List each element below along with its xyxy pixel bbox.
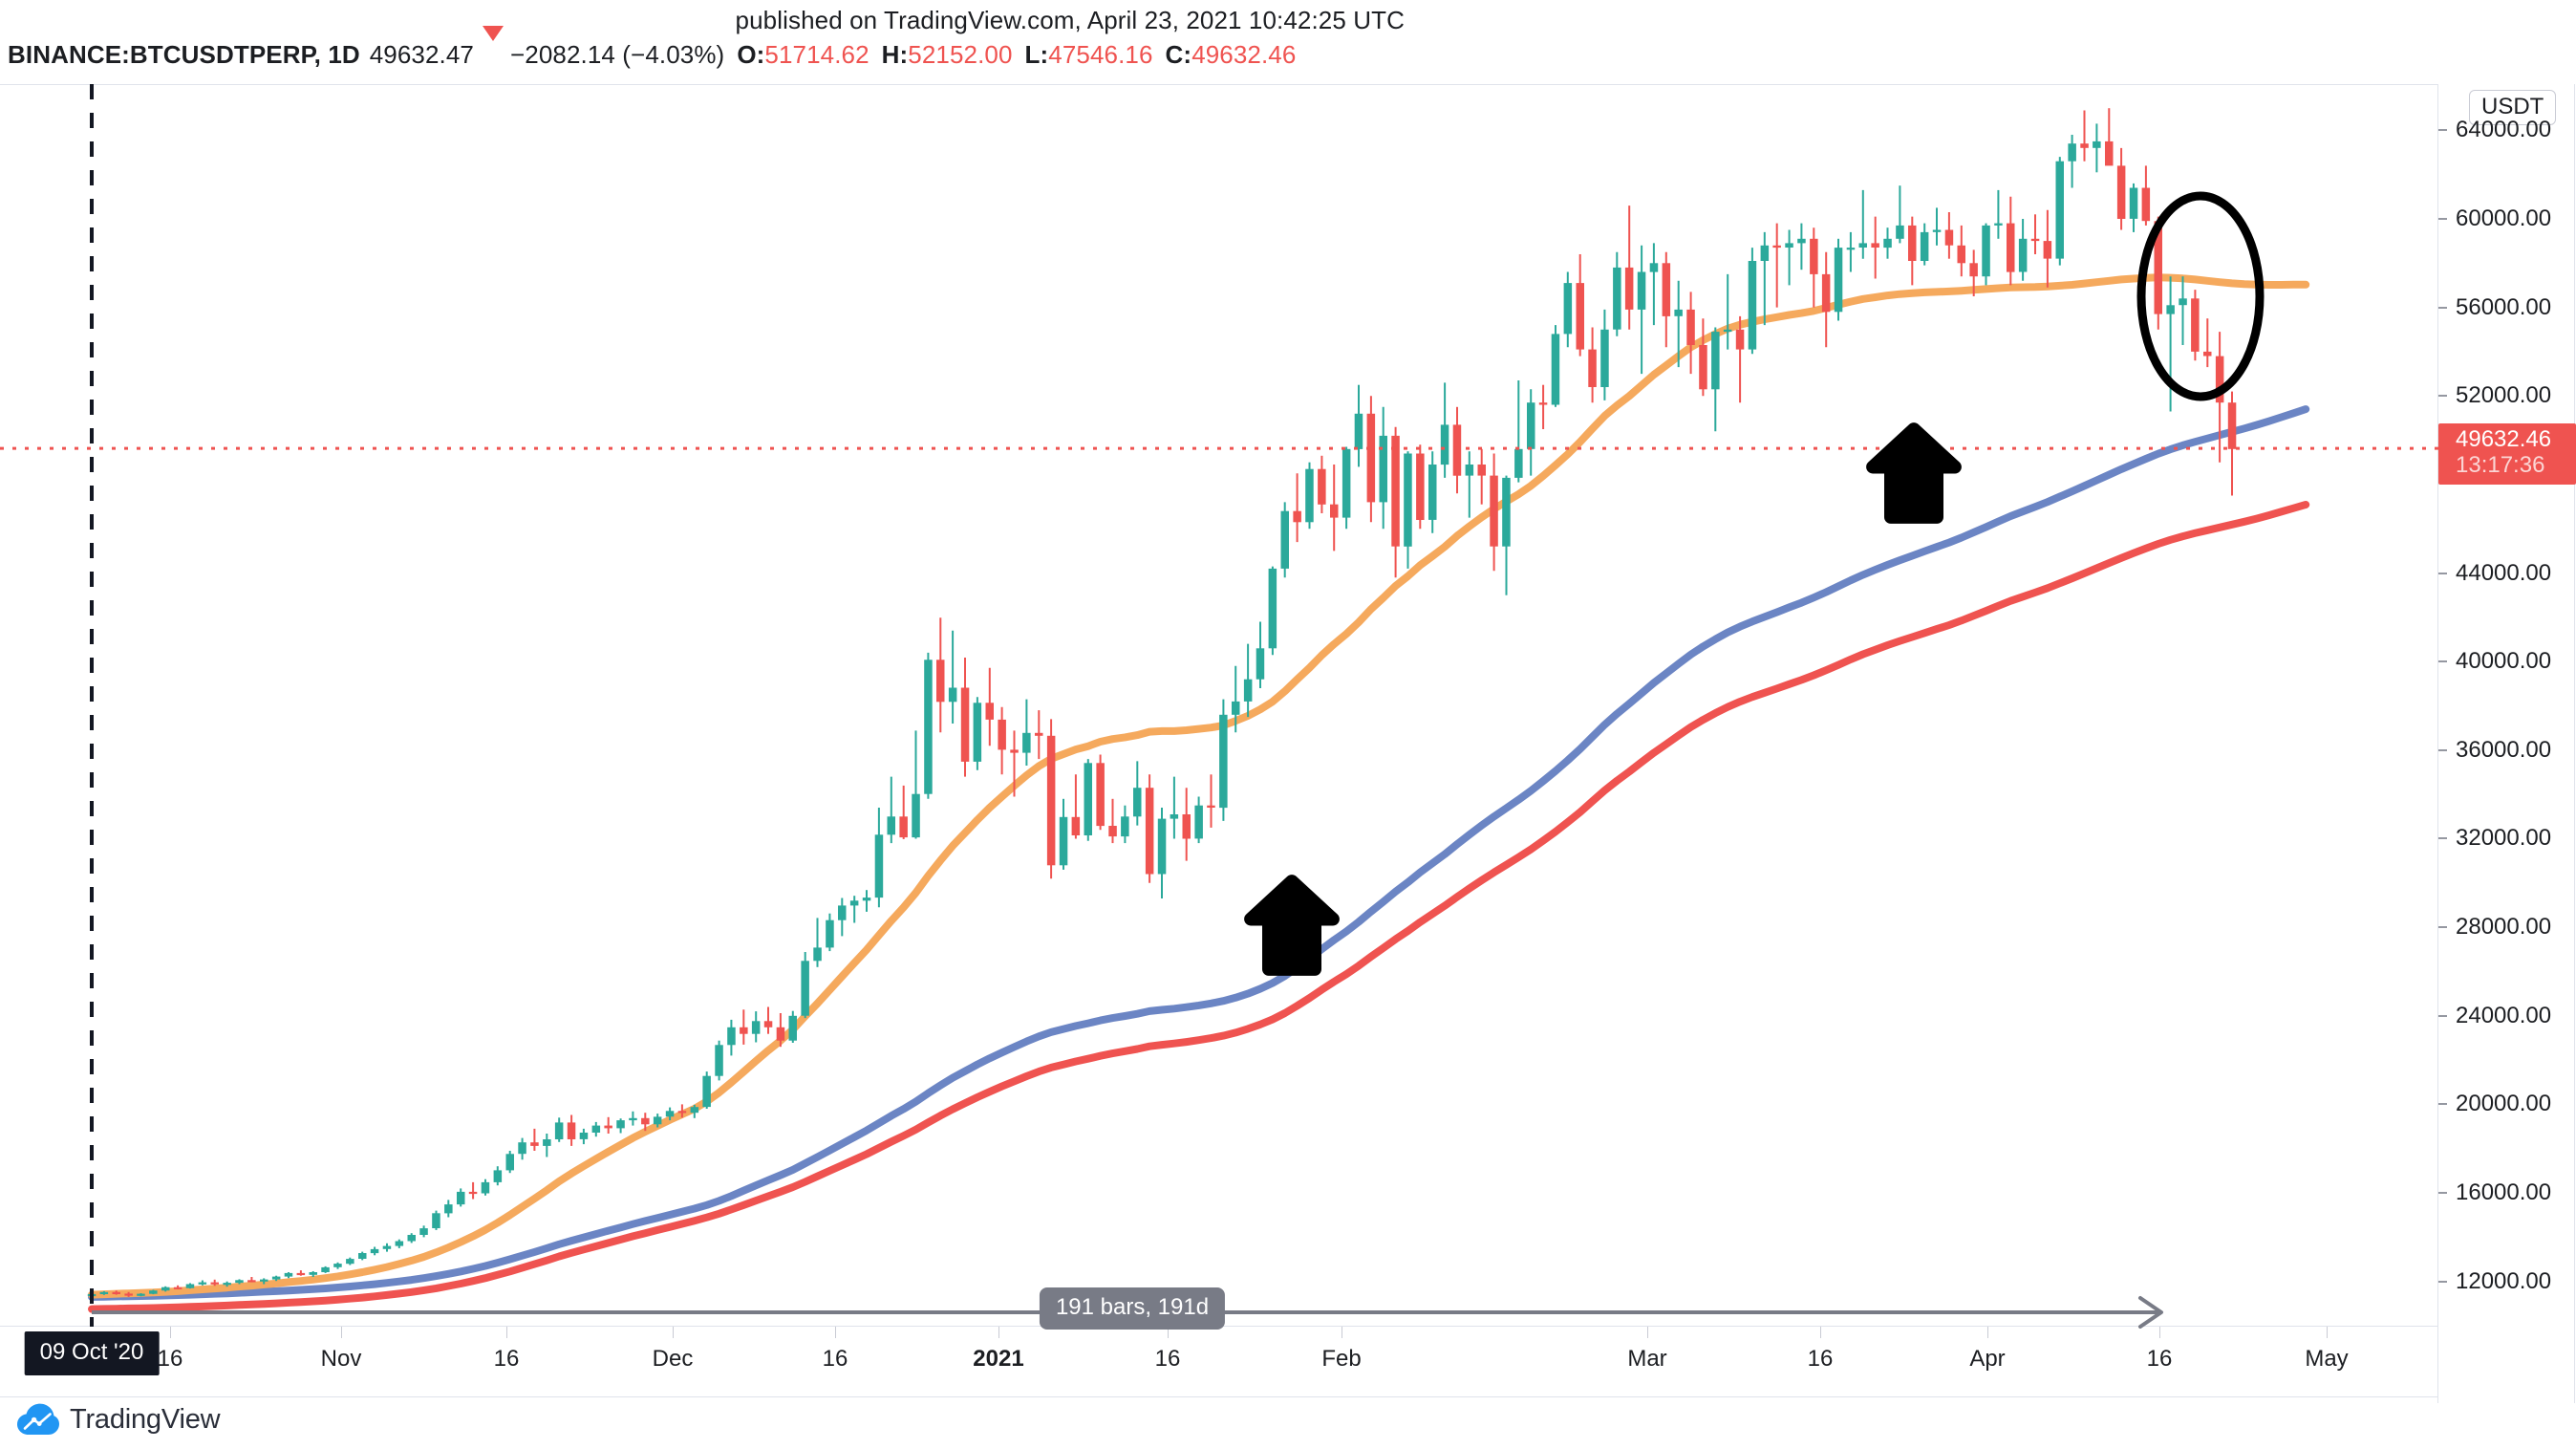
up-arrow-icon-2 — [1866, 422, 1962, 524]
price-axis-label: 28000.00 — [2456, 914, 2552, 941]
up-arrow-icon-1 — [1244, 875, 1340, 976]
price-axis-label: 32000.00 — [2456, 825, 2552, 852]
price-axis-label: 24000.00 — [2456, 1002, 2552, 1028]
time-axis-label: Dec — [652, 1346, 694, 1372]
price-axis-tick — [2438, 1014, 2447, 1017]
candlestick-series[interactable] — [87, 108, 2237, 1298]
time-axis[interactable]: 16 Nov 16 Dec 16 2021 16 Feb Mar 16 Apr 16 May 09 Oct… — [0, 1327, 2438, 1397]
time-axis-tick — [1987, 1327, 1988, 1338]
time-axis-tick — [2159, 1327, 2160, 1338]
price-axis-tick — [2438, 572, 2447, 574]
time-axis-label: Apr — [1969, 1346, 2006, 1372]
currency-chip: USDT — [2469, 90, 2557, 125]
high-key: H: — [881, 40, 909, 69]
time-axis-label: 16 — [157, 1346, 183, 1372]
time-axis-label: 16 — [822, 1346, 848, 1372]
price-axis-tick — [2438, 129, 2447, 132]
open-value: 51714.62 — [764, 40, 869, 69]
change-value: −2082.14 (−4.03%) — [510, 40, 725, 69]
plot-top-border — [0, 84, 2438, 85]
price-axis-label: 60000.00 — [2456, 205, 2552, 231]
time-axis-tick — [673, 1327, 674, 1338]
ticker-legend: BINANCE:BTCUSDTPERP, 1D 49632.47 −2082.14 … — [8, 26, 1297, 71]
time-axis-bottom-border — [0, 1396, 2438, 1397]
chart-plot-area[interactable] — [0, 84, 2576, 1403]
price-axis-label: 12000.00 — [2456, 1267, 2552, 1294]
current-price-badge[interactable]: 49632.46 13:17:36 — [2438, 423, 2576, 485]
close-value: 49632.46 — [1191, 40, 1297, 69]
price-axis-tick — [2438, 660, 2447, 663]
start-date-chip[interactable]: 09 Oct '20 — [24, 1331, 160, 1375]
open-key: O: — [737, 40, 765, 69]
time-axis-tick — [1647, 1327, 1648, 1338]
low-key: L: — [1024, 40, 1049, 69]
price-axis-label: 40000.00 — [2456, 648, 2552, 675]
price-axis-label: 44000.00 — [2456, 559, 2552, 586]
measure-tooltip: 191 bars, 191d — [1039, 1287, 1226, 1330]
price-axis-label: 64000.00 — [2456, 117, 2552, 143]
triangle-down-icon — [483, 26, 504, 70]
symbol-label[interactable]: BINANCE:BTCUSDTPERP, 1D — [8, 40, 360, 69]
time-axis-tick — [835, 1327, 836, 1338]
time-axis-label: 2021 — [973, 1346, 1024, 1372]
time-axis-label: 16 — [1154, 1346, 1181, 1372]
footer-brand-label: TradingView — [70, 1403, 221, 1435]
price-axis-label: 16000.00 — [2456, 1179, 2552, 1206]
time-axis-tick — [170, 1327, 171, 1338]
time-axis-tick — [1168, 1327, 1169, 1338]
price-axis-tick — [2438, 926, 2447, 929]
time-axis-tick — [998, 1327, 999, 1338]
time-axis-label: Nov — [320, 1346, 362, 1372]
time-axis-label: 16 — [2146, 1346, 2173, 1372]
candlestick-canvas[interactable] — [0, 84, 2438, 1346]
time-axis-tick — [1820, 1327, 1821, 1338]
tradingview-cloud-logo-icon — [17, 1403, 59, 1435]
low-value: 47546.16 — [1048, 40, 1153, 69]
close-key: C: — [1165, 40, 1192, 69]
time-axis-label: 16 — [493, 1346, 520, 1372]
price-axis-label: 56000.00 — [2456, 293, 2552, 320]
price-axis-tick — [2438, 748, 2447, 751]
price-axis-label: 36000.00 — [2456, 736, 2552, 763]
price-axis-tick — [2438, 217, 2447, 220]
price-axis-label: 20000.00 — [2456, 1091, 2552, 1117]
price-axis-separator — [2437, 84, 2438, 1403]
current-price-value: 49632.46 — [2456, 426, 2552, 453]
ma-fast-line — [88, 273, 2310, 1299]
price-axis-tick — [2438, 306, 2447, 309]
published-caption: published on TradingView.com, April 23, … — [735, 6, 1405, 34]
last-price: 49632.47 — [369, 40, 474, 69]
time-axis-label: Feb — [1321, 1346, 1362, 1372]
price-axis-tick — [2438, 1280, 2447, 1283]
price-axis[interactable]: USDT 64000.00 60000.00 56000.00 52000.00 440… — [2438, 84, 2576, 1346]
price-axis-tick — [2438, 395, 2447, 398]
right-edge-separator — [2574, 84, 2575, 1403]
price-axis-label: 52000.00 — [2456, 382, 2552, 409]
price-axis-tick — [2438, 1103, 2447, 1106]
ellipse-highlight — [2136, 191, 2265, 401]
time-axis-tick — [2327, 1327, 2328, 1338]
bar-countdown: 13:17:36 — [2456, 451, 2545, 478]
ma-slow-line — [88, 501, 2310, 1313]
footer-brand: TradingView — [17, 1403, 221, 1436]
price-axis-tick — [2438, 837, 2447, 840]
time-axis-label: 16 — [1807, 1346, 1834, 1372]
time-axis-label: May — [2305, 1346, 2349, 1372]
price-axis-tick — [2438, 1192, 2447, 1195]
ma-mid-line — [88, 405, 2310, 1301]
time-axis-tick — [506, 1327, 507, 1338]
time-axis-label: Mar — [1627, 1346, 1667, 1372]
high-value: 52152.00 — [908, 40, 1013, 69]
time-axis-tick — [341, 1327, 342, 1338]
current-price-tick — [2438, 446, 2447, 451]
measure-arrow-head — [2138, 1296, 2163, 1329]
